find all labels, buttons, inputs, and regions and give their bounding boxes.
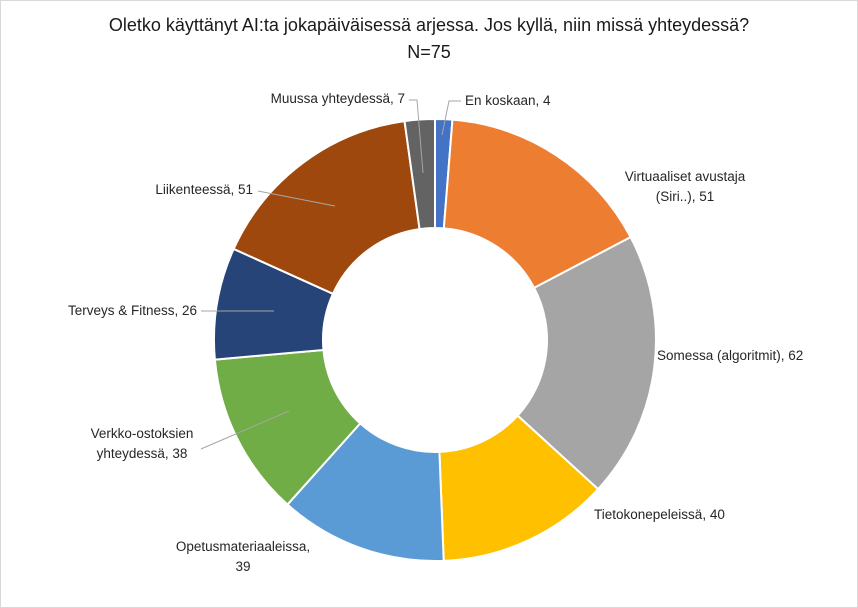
- data-label-line: Tietokonepeleissä, 40: [594, 507, 725, 522]
- slice-virtuaaliset-avustaja-siri: [442, 118, 632, 290]
- data-label-line: yhteydessä, 38: [97, 446, 188, 461]
- data-label-liikenteessa: Liikenteessä, 51: [155, 182, 253, 197]
- data-label-terveys-fitness: Terveys & Fitness, 26: [68, 303, 197, 318]
- leader-line-muussa-yhteydessa: [409, 99, 424, 174]
- data-label-line: Muussa yhteydessä, 7: [271, 91, 405, 106]
- data-label-line: En koskaan, 4: [465, 93, 551, 108]
- slice-liikenteessa: [232, 119, 421, 296]
- slices-group: [213, 117, 657, 562]
- data-label-line: Somessa (algoritmit), 62: [657, 348, 803, 363]
- data-label-verkko-ostoksien-yhteydessa: Verkko-ostoksien yhteydessä, 38: [91, 426, 194, 461]
- data-label-line: Terveys & Fitness, 26: [68, 303, 197, 318]
- data-label-somessa-algoritmit: Somessa (algoritmit), 62: [657, 348, 803, 363]
- data-label-muussa-yhteydessa: Muussa yhteydessä, 7: [271, 91, 405, 106]
- slice-muussa-yhteydessa: [403, 117, 436, 231]
- data-labels-group: En koskaan, 4 Virtuaaliset avustaja (Siri.…: [68, 91, 803, 574]
- data-label-virtuaaliset-avustaja-siri: Virtuaaliset avustaja (Siri..), 51: [625, 169, 746, 204]
- data-label-line: 39: [235, 559, 250, 574]
- chart-title: Oletko käyttänyt AI:ta jokapäiväisessä a…: [109, 15, 749, 35]
- leader-line-verkko-ostoksien-yhteydessa: [200, 410, 290, 450]
- data-label-line: (Siri..), 51: [656, 189, 715, 204]
- leader-line-liikenteessa: [257, 190, 336, 207]
- leader-lines-group: [200, 99, 461, 450]
- data-label-line: Virtuaaliset avustaja: [625, 169, 746, 184]
- slice-somessa-algoritmit: [516, 235, 657, 491]
- leader-line-en-koskaan: [441, 100, 461, 136]
- data-label-opetusmateriaaleissa: Opetusmateriaaleissa, 39: [176, 539, 310, 574]
- data-label-en-koskaan: En koskaan, 4: [465, 93, 551, 108]
- data-label-line: Opetusmateriaaleissa,: [176, 539, 310, 554]
- data-label-line: Verkko-ostoksien: [91, 426, 194, 441]
- chart-subtitle: N=75: [407, 42, 451, 62]
- data-label-line: Liikenteessä, 51: [155, 182, 253, 197]
- data-label-tietokonepeleissa: Tietokonepeleissä, 40: [594, 507, 725, 522]
